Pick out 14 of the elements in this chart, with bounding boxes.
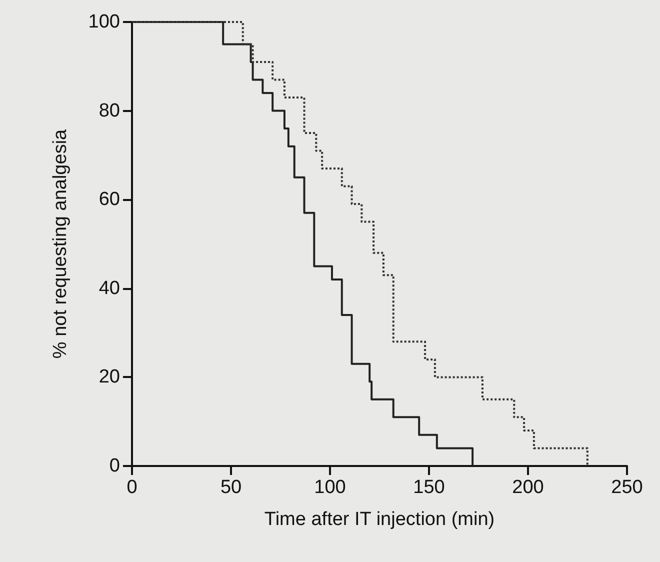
- y-tick-label: 80: [98, 100, 120, 122]
- x-tick-label: 100: [314, 477, 346, 498]
- y-tick-label: 0: [109, 456, 120, 476]
- y-tick-label: 20: [98, 366, 120, 388]
- x-tick-label: 250: [611, 477, 643, 498]
- x-tick-label: 50: [220, 477, 242, 498]
- x-tick-label: 150: [413, 477, 445, 498]
- y-tick-label: 40: [98, 278, 120, 299]
- x-axis-title: Time after IT injection (min): [264, 509, 495, 530]
- y-axis-title: % not requesting analgesia: [50, 128, 71, 359]
- y-tick-label: 100: [88, 12, 120, 32]
- x-tick-label: 200: [512, 477, 544, 498]
- y-tick-label: 60: [98, 189, 120, 210]
- x-tick-label: 0: [126, 477, 138, 498]
